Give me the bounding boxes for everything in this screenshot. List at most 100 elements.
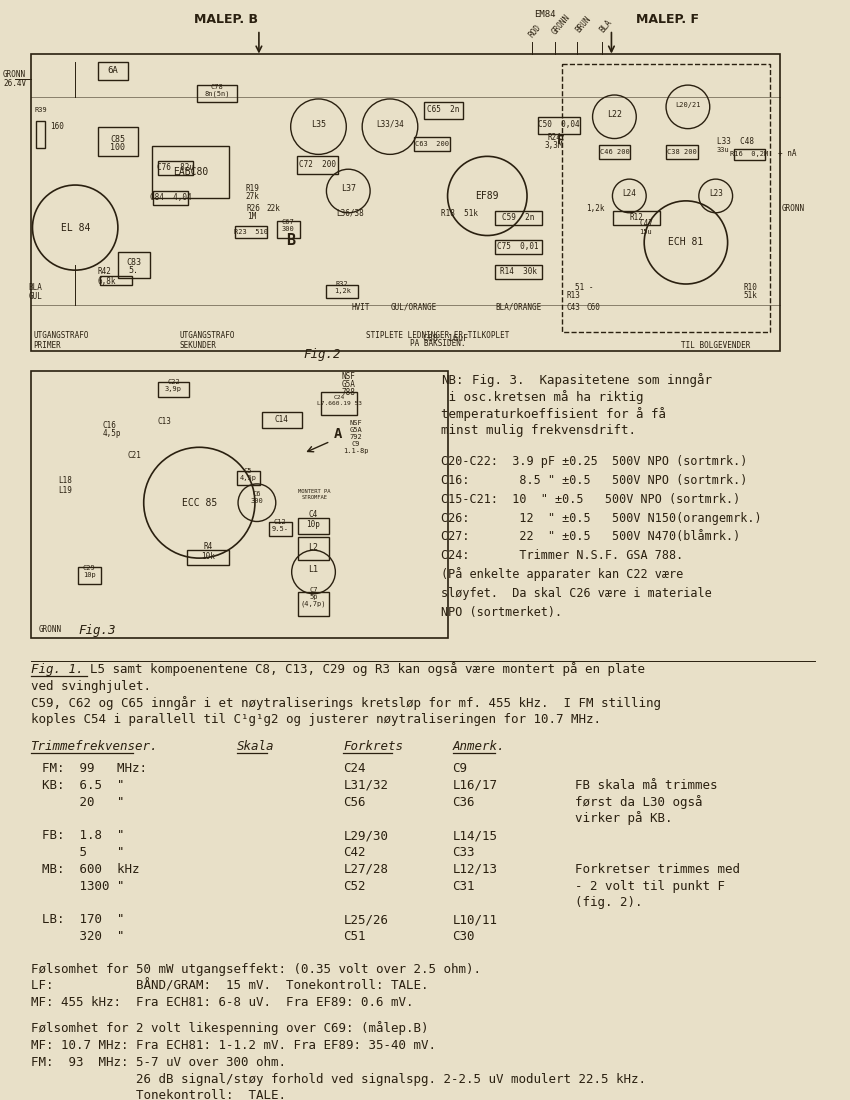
Bar: [734, 150, 765, 161]
Text: 51 -: 51 -: [575, 283, 593, 292]
Text: C30: C30: [452, 931, 475, 943]
Text: L29/30: L29/30: [343, 829, 388, 843]
Text: Forkretser trimmes med: Forkretser trimmes med: [575, 862, 740, 876]
Text: F: F: [557, 134, 564, 147]
Text: 51k: 51k: [744, 290, 757, 300]
Text: 20   ": 20 ": [42, 795, 125, 808]
Text: L5 samt kompoenentene C8, C13, C29 og R3 kan også være montert på en plate: L5 samt kompoenentene C8, C13, C29 og R3…: [90, 662, 645, 675]
Bar: [153, 191, 189, 205]
Text: C83: C83: [127, 258, 141, 267]
Bar: [298, 537, 330, 560]
Text: L16/17: L16/17: [452, 779, 497, 792]
Text: MALEP. B: MALEP. B: [195, 13, 258, 25]
Text: C47: C47: [639, 219, 653, 228]
Text: KB:  6.5  ": KB: 6.5 ": [42, 779, 125, 792]
Text: C33: C33: [452, 846, 475, 859]
Text: C78
8n(5n): C78 8n(5n): [205, 84, 230, 98]
Text: MALEP. F: MALEP. F: [637, 13, 700, 25]
Text: C84  4,04: C84 4,04: [150, 192, 191, 202]
Bar: [98, 126, 138, 156]
Text: C75  0,01: C75 0,01: [497, 242, 539, 252]
Text: C65  2n: C65 2n: [428, 104, 460, 113]
Text: R14  30k: R14 30k: [500, 267, 536, 276]
Bar: [297, 156, 338, 174]
Text: Forkrets: Forkrets: [343, 740, 403, 754]
Text: L33/34: L33/34: [376, 120, 404, 129]
Text: EM84: EM84: [534, 10, 556, 19]
Text: FB skala må trimmes: FB skala må trimmes: [575, 779, 717, 792]
Text: L22: L22: [607, 110, 622, 119]
Text: FM:  99   MHz:: FM: 99 MHz:: [42, 762, 147, 774]
Text: L27/28: L27/28: [343, 862, 388, 876]
Text: R10: R10: [744, 283, 757, 292]
Text: + nA: + nA: [779, 150, 796, 158]
Text: C9: C9: [452, 762, 468, 774]
Text: C26:       12  " ±0.5   500V N150(orangemrk.): C26: 12 " ±0.5 500V N150(orangemrk.): [440, 512, 762, 525]
Text: Fig.2: Fig.2: [303, 349, 341, 361]
Bar: [118, 252, 150, 278]
Text: L24: L24: [622, 189, 637, 198]
Text: L14/15: L14/15: [452, 829, 497, 843]
Text: R18  51k: R18 51k: [440, 209, 478, 218]
Text: Følsomhet for 2 volt likespenning over C69: (målep.B): Følsomhet for 2 volt likespenning over C…: [31, 1021, 428, 1035]
Bar: [197, 85, 237, 102]
Text: først da L30 også: først da L30 også: [575, 794, 702, 808]
Bar: [237, 471, 260, 485]
Text: C36: C36: [452, 795, 475, 808]
Text: NB:: NB:: [440, 374, 463, 387]
Text: C13: C13: [157, 417, 172, 426]
Text: R4
10k: R4 10k: [201, 541, 215, 561]
Bar: [277, 221, 299, 239]
Text: L20/21: L20/21: [675, 102, 700, 108]
Text: L12/13: L12/13: [452, 862, 497, 876]
Text: L19: L19: [59, 486, 72, 495]
Text: GRONN: GRONN: [38, 625, 61, 635]
Text: C6
300: C6 300: [251, 491, 264, 504]
Text: FM:  93  MHz: 5-7 uV over 300 ohm.: FM: 93 MHz: 5-7 uV over 300 ohm.: [31, 1056, 286, 1069]
Text: G5A: G5A: [342, 379, 355, 389]
Bar: [414, 136, 450, 152]
Text: koples C54 i parallell til C¹g¹g2 og justerer nøytraliseringen for 10.7 MHz.: koples C54 i parallell til C¹g¹g2 og jus…: [31, 714, 600, 726]
Text: MF: 10.7 MHz: Fra ECH81: 1-1.2 mV. Fra EF89: 35-40 mV.: MF: 10.7 MHz: Fra ECH81: 1-1.2 mV. Fra E…: [31, 1038, 435, 1052]
Text: - 2 volt til punkt F: - 2 volt til punkt F: [575, 880, 725, 892]
Text: 100: 100: [110, 143, 126, 153]
Bar: [269, 522, 292, 537]
Text: L18: L18: [59, 476, 72, 485]
Bar: [496, 211, 542, 224]
Bar: [235, 226, 267, 239]
Bar: [31, 54, 780, 351]
Text: GUL/ORANGE: GUL/ORANGE: [391, 302, 437, 311]
Text: i osc.kretsen må ha riktig: i osc.kretsen må ha riktig: [440, 389, 643, 404]
Text: MONTERT PA
STROMFAE: MONTERT PA STROMFAE: [298, 488, 331, 499]
Text: C16: C16: [103, 421, 116, 430]
Text: C38 200: C38 200: [667, 150, 697, 155]
Bar: [157, 162, 193, 175]
Text: virker på KB.: virker på KB.: [575, 812, 672, 825]
Text: L35: L35: [311, 120, 326, 129]
Text: L33  C48: L33 C48: [717, 138, 754, 146]
Text: C76  82u: C76 82u: [157, 163, 194, 173]
Text: NSF: NSF: [342, 372, 355, 381]
Text: GRONN: GRONN: [781, 204, 804, 212]
Text: C31: C31: [452, 880, 475, 892]
Bar: [100, 276, 132, 285]
Text: EABC80: EABC80: [173, 167, 208, 177]
Text: 6A: 6A: [108, 66, 118, 75]
Text: R32
1,2k: R32 1,2k: [334, 280, 351, 294]
Text: C20-C22:  3.9 pF ±0.25  500V NPO (sortmrk.): C20-C22: 3.9 pF ±0.25 500V NPO (sortmrk.…: [440, 455, 747, 469]
Text: R19: R19: [245, 184, 259, 192]
Text: (På enkelte apparater kan C22 være: (På enkelte apparater kan C22 være: [440, 566, 683, 581]
Text: Trimmefrekvenser.: Trimmefrekvenser.: [31, 740, 158, 754]
Bar: [538, 117, 580, 133]
Text: L36/38: L36/38: [337, 209, 364, 218]
Text: C46 200: C46 200: [599, 150, 629, 155]
Bar: [496, 265, 542, 279]
Text: A: A: [333, 428, 342, 441]
Text: L23: L23: [709, 189, 722, 198]
Bar: [496, 241, 542, 254]
Bar: [562, 64, 770, 331]
Text: MF: 455 kHz:  Fra ECH81: 6-8 uV.  Fra EF89: 0.6 mV.: MF: 455 kHz: Fra ECH81: 6-8 uV. Fra EF89…: [31, 997, 413, 1010]
Text: R16  0,2M: R16 0,2M: [730, 152, 768, 157]
Text: TIL BOLGEVENDER: TIL BOLGEVENDER: [681, 341, 751, 350]
Text: 15u: 15u: [639, 229, 652, 234]
